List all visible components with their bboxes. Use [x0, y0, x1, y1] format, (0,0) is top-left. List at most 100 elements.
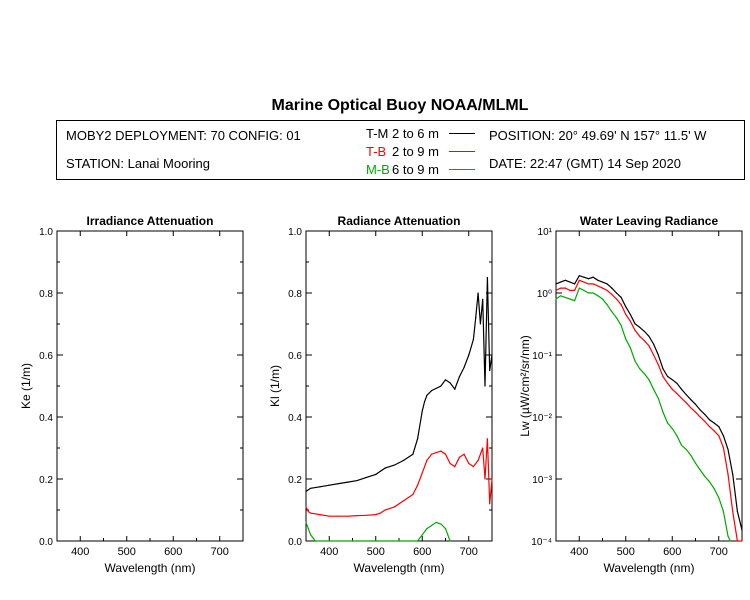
panel3-point-t-b-10: [601, 287, 604, 289]
panel2-point-t-b-21: [449, 462, 451, 465]
panel3-point-t-m-13: [615, 292, 618, 294]
panel2-point-m-b-13: [447, 534, 449, 536]
panel3-point-t-m-35: [718, 426, 720, 428]
panel2-point-t-m-18: [430, 390, 433, 392]
panel3-point-t-b-15: [625, 313, 627, 316]
panel3-xlabel: Wavelength (nm): [604, 561, 695, 575]
panel3-xtick-label-400: 400: [570, 546, 588, 558]
panel1-xtick-label-400: 400: [71, 546, 89, 558]
panel2-series-t-b: [305, 438, 493, 517]
panel3-point-t-m-40: [741, 529, 743, 531]
panel3-point-m-b-38: [729, 540, 731, 542]
panel1-ytick-label-3: 0.6: [39, 351, 53, 362]
panel3-point-t-b-12: [611, 293, 613, 295]
panel2-frame: [305, 230, 493, 542]
panel3-point-t-m-36: [722, 435, 725, 437]
panel3-point-t-b-33: [708, 426, 711, 428]
panel3-point-t-m-1: [560, 281, 562, 283]
panel3-point-t-b-1: [560, 287, 562, 289]
panel2-point-t-m-2: [319, 486, 321, 488]
panel3-point-t-m-38: [732, 473, 734, 475]
panel3-point-t-b-34: [713, 430, 715, 432]
panel2-point-t-m-6: [356, 479, 358, 482]
panel3-point-m-b-11: [606, 303, 608, 306]
panel1-ytick-label-0: 0.0: [39, 537, 53, 548]
panel2-series-t-m: [305, 277, 493, 492]
panel2-xtick-label-500: 500: [367, 546, 385, 558]
panel2-point-t-m-9: [379, 470, 381, 472]
panel1-xtick-label-500: 500: [118, 546, 136, 558]
panel2-point-t-b-31: [489, 503, 491, 505]
panel3-point-t-m-22: [657, 354, 659, 356]
panel2-point-t-b-8: [365, 514, 368, 516]
panel1-xlabel: Wavelength (nm): [105, 561, 196, 575]
panel3-point-t-m-15: [625, 306, 627, 308]
panel2-point-m-b-2: [310, 534, 312, 536]
panel3-point-t-m-21: [653, 343, 655, 345]
panel3-point-t-b-17: [634, 329, 636, 331]
panel3-ytick-label-1: 10⁻³: [532, 475, 552, 486]
panel3-point-t-m-9: [597, 279, 599, 281]
panel3-point-t-b-2: [564, 287, 566, 289]
panel2-point-t-b-24: [463, 453, 465, 455]
panel3-point-m-b-19: [643, 373, 645, 375]
panel2-point-t-b-15: [417, 484, 419, 486]
legend-line-tb: [449, 151, 475, 152]
panel2-point-t-b-23: [458, 456, 461, 458]
panel3-point-t-m-33: [708, 419, 711, 421]
panel2-point-t-m-20: [444, 379, 447, 381]
panel2-point-m-b-9: [430, 524, 433, 527]
panel3-point-t-b-40: [741, 540, 743, 542]
panel3-point-t-b-29: [690, 407, 692, 409]
panel2-xtick-label-400: 400: [320, 546, 338, 558]
deployment-text: MOBY2 DEPLOYMENT: 70 CONFIG: 01: [66, 128, 301, 143]
panel3-point-t-m-28: [685, 393, 687, 396]
panel2-point-t-m-13: [412, 453, 414, 455]
panel2-point-t-b-5: [337, 515, 340, 517]
panel2-point-t-b-3: [319, 514, 321, 516]
panel3-point-t-m-39: [736, 510, 738, 513]
panel3-point-t-m-23: [662, 368, 664, 370]
panel3-point-t-b-19: [643, 340, 645, 342]
panel2-point-t-m-5: [347, 481, 349, 483]
panel3-point-m-b-17: [634, 360, 636, 362]
panel2-point-m-b-3: [312, 537, 314, 539]
panel2-point-t-m-22: [454, 388, 456, 390]
legend-line-mb: [449, 169, 475, 170]
panel2-point-t-m-29: [479, 323, 481, 325]
panel3-point-t-b-28: [685, 402, 687, 404]
panel3-point-t-b-0: [555, 289, 557, 292]
panel2-point-t-b-13: [403, 500, 405, 502]
panel3-point-m-b-7: [587, 292, 590, 294]
panel2-point-t-b-28: [482, 447, 484, 449]
panel3-point-t-m-10: [601, 281, 604, 283]
panel3-point-t-b-5: [578, 279, 580, 281]
panel2-xtick-label-600: 600: [413, 546, 431, 558]
panel2-point-t-m-34: [491, 354, 493, 356]
panel2-point-t-m-33: [489, 369, 491, 372]
panel3-point-m-b-10: [601, 298, 604, 300]
panel3-point-t-b-36: [722, 447, 725, 449]
panel2-point-t-b-10: [379, 512, 381, 514]
panel2-point-t-m-3: [328, 484, 330, 486]
panel3-point-t-m-8: [592, 276, 594, 278]
panel3-ytick-label-0: 10⁻⁴: [531, 537, 552, 548]
panel2-point-t-m-10: [384, 467, 386, 469]
panel3-point-t-m-24: [667, 375, 669, 378]
panel3-point-m-b-6: [583, 289, 585, 292]
panel2-point-t-b-17: [426, 459, 428, 461]
panel2-point-t-m-19: [440, 385, 442, 387]
panel3-ytick-label-4: 10⁰: [537, 289, 552, 300]
panel3-point-t-b-8: [592, 283, 594, 285]
panel3-point-m-b-16: [629, 347, 632, 349]
panel1-xtick-label-700: 700: [211, 546, 229, 558]
panel2-point-t-b-12: [393, 506, 395, 508]
panel2-point-t-b-9: [375, 514, 377, 516]
panel3-point-m-b-5: [578, 287, 580, 289]
panel3-point-m-b-14: [620, 324, 622, 327]
panel3-ylabel: Lw (µW/cm²/sr/nm): [518, 335, 532, 437]
legend-label-tb: T-B: [366, 144, 387, 159]
panel3-point-t-m-3: [569, 281, 571, 283]
panel3-point-t-b-20: [648, 345, 650, 347]
panel2-ytick-label-1: 0.2: [288, 475, 302, 486]
